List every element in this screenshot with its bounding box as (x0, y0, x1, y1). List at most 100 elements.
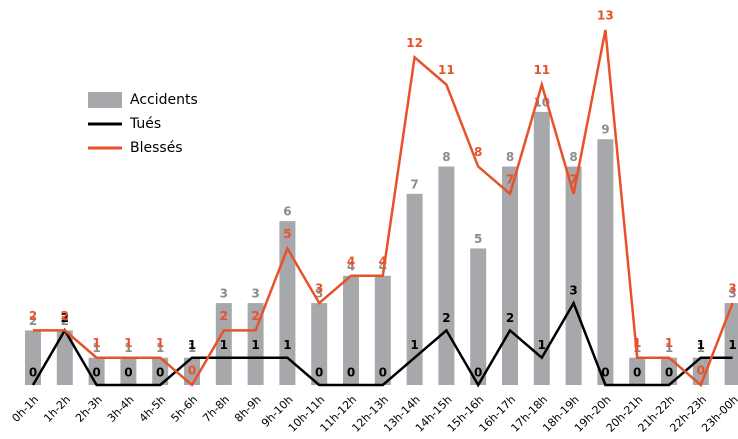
line-label: 4 (379, 254, 387, 268)
line-label: 1 (188, 338, 196, 352)
line-label: 1 (697, 338, 705, 352)
line-label: 2 (220, 309, 228, 323)
line-label: 1 (633, 336, 641, 350)
x-tick-label: 5h-6h (168, 393, 200, 425)
x-tick-label: 7h-8h (200, 393, 232, 425)
bar-label: 3 (728, 287, 736, 301)
line-label: 0 (156, 366, 164, 380)
line-label: 2 (61, 311, 69, 325)
bar-label: 3 (315, 287, 323, 301)
legend-label: Accidents (130, 92, 198, 108)
bar (629, 357, 646, 385)
bar-label: 1 (124, 341, 132, 355)
bar-label: 3 (251, 287, 259, 301)
bar (661, 357, 677, 385)
line-label: 0 (347, 366, 355, 380)
line-label: 1 (92, 336, 100, 350)
bar-label: 9 (601, 123, 609, 137)
bar (311, 303, 328, 385)
line-label: 1 (156, 336, 164, 350)
line-label: 0 (665, 366, 673, 380)
line-label: 1 (220, 338, 228, 352)
line-label: 0 (379, 366, 387, 380)
bar-label: 1 (156, 341, 164, 355)
line-label: 0 (474, 366, 482, 380)
bar (25, 330, 41, 385)
line-label: 0 (92, 366, 100, 380)
line-label: 5 (283, 227, 291, 241)
line-label: 0 (601, 366, 609, 380)
bar (502, 166, 518, 385)
legend-swatch (88, 92, 122, 108)
x-tick-label: 2h-3h (73, 393, 105, 425)
bar-label: 8 (442, 150, 450, 164)
line-label: 8 (474, 145, 482, 159)
x-tick-label: 1h-2h (41, 393, 73, 425)
line-label: 1 (251, 338, 259, 352)
line-label: 1 (410, 338, 418, 352)
bar-label: 4 (347, 259, 355, 273)
bar-label: 5 (474, 232, 482, 246)
bar (406, 193, 423, 385)
bar-label: 2 (61, 314, 69, 328)
bar-label: 1 (665, 341, 673, 355)
bar (279, 221, 296, 385)
legend-label: Blessés (130, 140, 183, 156)
bar (343, 275, 359, 385)
bar-label: 8 (506, 150, 514, 164)
line-label: 1 (538, 338, 546, 352)
bar-label: 1 (92, 341, 100, 355)
bar (470, 248, 487, 385)
line-label: 12 (406, 36, 423, 50)
line-label: 3 (315, 282, 323, 296)
line-label: 2 (29, 309, 37, 323)
bar-label: 1 (697, 341, 705, 355)
bar (215, 303, 232, 385)
bar-label: 1 (188, 341, 196, 355)
line-label: 0 (315, 366, 323, 380)
line-label: 1 (124, 336, 132, 350)
bar-label: 7 (410, 177, 418, 191)
line-label: 1 (283, 338, 291, 352)
line-label: 2 (61, 309, 69, 323)
bar (374, 275, 391, 385)
bar-label: 6 (283, 205, 291, 219)
line-label: 2 (442, 311, 450, 325)
line-label: 0 (697, 364, 705, 378)
bar (120, 357, 137, 385)
line-label: 1 (665, 336, 673, 350)
bar (247, 303, 264, 385)
line-label: 7 (506, 172, 514, 186)
line-label: 2 (506, 311, 514, 325)
bar-label: 3 (220, 287, 228, 301)
line-label: 4 (347, 254, 355, 268)
line-label: 1 (728, 338, 736, 352)
bar-label: 8 (569, 150, 577, 164)
legend-label: Tués (129, 116, 161, 132)
line-label: 0 (29, 366, 37, 380)
line-label: 0 (633, 366, 641, 380)
x-tick-label: 0h-1h (9, 393, 41, 425)
x-tick-label: 3h-4h (105, 393, 137, 425)
line-label: 3 (569, 284, 577, 298)
bar (152, 357, 169, 385)
line-label: 11 (438, 63, 455, 77)
line-label: 3 (728, 282, 736, 296)
bar (438, 166, 455, 385)
x-tick-label: 4h-5h (137, 393, 169, 425)
line-label: 11 (533, 63, 550, 77)
bar (533, 111, 550, 385)
bar (597, 139, 614, 385)
line (31, 300, 733, 388)
bar-label: 4 (379, 259, 387, 273)
line-label: 0 (188, 364, 196, 378)
bar-label: 2 (29, 314, 37, 328)
bar (724, 303, 738, 385)
line-label: 7 (569, 172, 577, 186)
bar (56, 330, 73, 385)
line (33, 29, 734, 388)
line-label: 0 (124, 366, 132, 380)
line-label: 13 (597, 9, 614, 23)
bar (565, 166, 582, 385)
